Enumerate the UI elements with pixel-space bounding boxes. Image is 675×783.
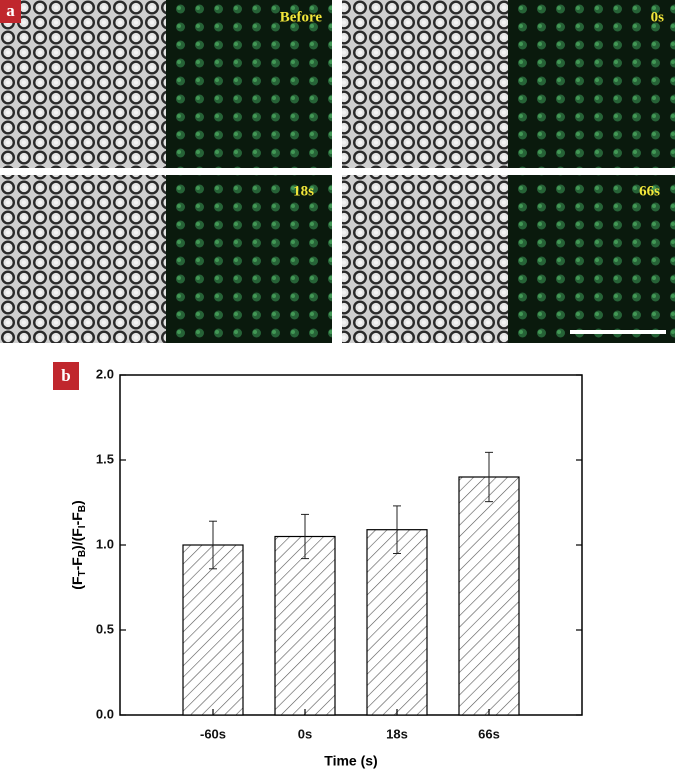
x-tick-label: 18s (386, 726, 408, 741)
image-panels: Before 0s 18s 66s a (0, 0, 675, 343)
y-label-subscript: I (77, 525, 88, 528)
image-label: 18s (293, 183, 314, 199)
y-label-part: -F (69, 512, 85, 526)
y-tick-label: 1.0 (96, 536, 114, 551)
bar (458, 476, 520, 716)
image-label: Before (280, 9, 323, 25)
image-label: 66s (639, 183, 660, 199)
y-label-subscript: B (77, 550, 88, 557)
x-axis-label: Time (s) (324, 753, 377, 769)
y-tick-label: 0.0 (96, 706, 114, 721)
y-tick-label: 0.5 (96, 621, 114, 636)
y-label-part: -F (69, 557, 85, 571)
x-tick-label: -60s (200, 726, 226, 741)
brightfield-image (0, 175, 166, 343)
panel-label-box (53, 362, 79, 390)
y-tick-label: 2.0 (96, 366, 114, 381)
x-tick-label: 66s (478, 726, 500, 741)
image-label: 0s (651, 9, 665, 25)
fluorescence-image (166, 175, 332, 343)
y-label-part: )/(F (69, 528, 85, 550)
brightfield-image (342, 175, 508, 343)
fluorescence-image (508, 175, 675, 343)
y-axis-label: (FT-FB)/(FI-FB) (69, 500, 88, 589)
bar (274, 535, 336, 716)
brightfield-image (0, 0, 166, 168)
brightfield-image (342, 0, 508, 168)
scale-bar (570, 330, 666, 334)
y-label-part: ) (69, 500, 85, 505)
y-tick-label: 1.5 (96, 451, 114, 466)
y-label-subscript: T (77, 570, 88, 576)
bar (182, 544, 244, 716)
y-label-subscript: B (77, 505, 88, 512)
fluorescence-image (508, 0, 675, 168)
bar (366, 529, 428, 716)
panel-label: b (61, 366, 70, 385)
fluorescence-image (166, 0, 332, 168)
panel-label: a (6, 1, 15, 20)
y-label-part: (F (69, 576, 85, 590)
x-tick-label: 0s (298, 726, 312, 741)
panel-label-box (0, 0, 21, 23)
